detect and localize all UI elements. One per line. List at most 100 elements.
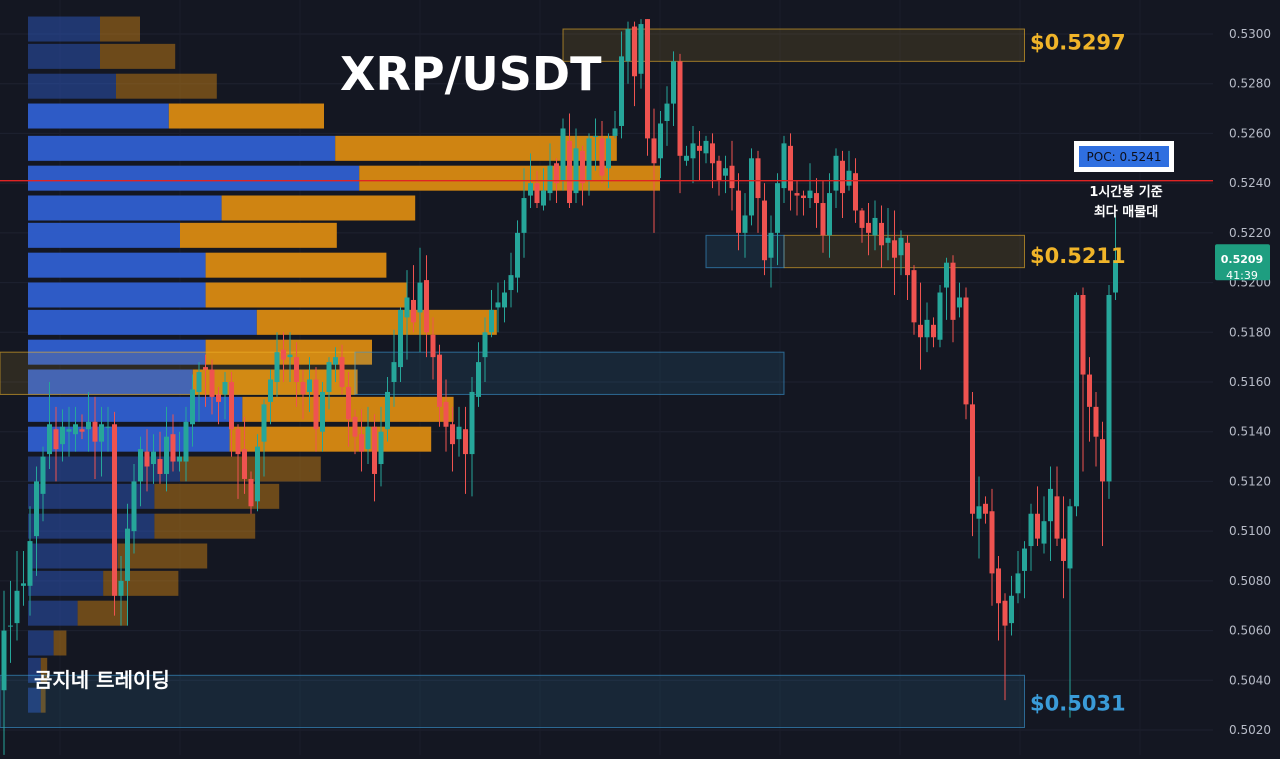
candle-up [320, 391, 325, 432]
volume-profile-buy-bar [28, 570, 104, 596]
candle-up [21, 583, 26, 586]
poc-callout: POC: 0.5241 1시간봉 기준 최다 매물대 [1074, 141, 1174, 220]
price-tick-label: 0.5040 [1229, 673, 1271, 687]
candle-up [14, 590, 20, 624]
candle-up [391, 362, 397, 382]
volume-profile [28, 16, 660, 713]
candle-up [775, 183, 780, 233]
candle-up [671, 61, 676, 104]
candle-down [248, 478, 254, 507]
current-price-timer: 41:39 [1226, 269, 1258, 282]
candle-down [313, 379, 319, 430]
poc-note-line2: 최다 매물대 [1094, 204, 1158, 220]
candle-up [8, 625, 13, 627]
candle-up [287, 354, 293, 358]
candle-up [664, 103, 670, 121]
candle-up [60, 426, 65, 445]
candle-down [372, 426, 377, 474]
candle-down [170, 434, 176, 462]
candle-down [242, 449, 247, 479]
candle-down [1093, 406, 1099, 437]
candle-down [755, 158, 761, 199]
candle-up [138, 449, 143, 482]
candle-up [268, 379, 273, 402]
candle-down [411, 299, 416, 323]
level-price-label: $0.5297 [1030, 30, 1126, 54]
candle-up [333, 357, 338, 365]
candle-up [307, 379, 312, 392]
candle-up [1074, 295, 1079, 507]
candle-down [736, 190, 741, 233]
candle-up [1022, 548, 1027, 571]
candle-up [541, 190, 546, 206]
candle-up [1113, 260, 1118, 293]
resistance-zone [783, 234, 1025, 269]
candle-up [1067, 506, 1073, 569]
candle-up [625, 29, 631, 62]
candle-down [645, 19, 650, 139]
candle-up [274, 352, 280, 382]
volume-profile-sell-bar [53, 630, 67, 656]
candle-up [378, 431, 384, 465]
candle-down [79, 429, 85, 432]
candle-down [801, 195, 806, 199]
candle-down [788, 145, 793, 191]
candle-up [125, 528, 130, 581]
price-tick-label: 0.5080 [1229, 574, 1271, 588]
current-price-badge: 0.5209 41:39 [1215, 244, 1270, 282]
price-tick-label: 0.5180 [1229, 325, 1271, 339]
candle-down [599, 138, 605, 176]
candle-up [222, 382, 228, 395]
candle-up [658, 123, 663, 159]
candle-up [151, 451, 156, 465]
candle-up [690, 143, 696, 159]
volume-profile-buy-bar [28, 43, 100, 69]
candle-down [443, 401, 449, 427]
volume-profile-buy-bar [28, 687, 41, 713]
candle-down [762, 200, 767, 261]
volume-profile-buy-bar [28, 222, 180, 248]
candle-up [476, 362, 481, 397]
price-tick-label: 0.5160 [1229, 375, 1271, 389]
candle-up [742, 215, 748, 233]
candle-down [534, 183, 540, 204]
candle-up [749, 158, 754, 216]
candle-up [502, 292, 507, 308]
candle-down [651, 138, 657, 164]
candle-down [859, 210, 865, 228]
candle-down [794, 193, 800, 196]
price-tick-label: 0.5240 [1229, 176, 1271, 190]
candle-down [203, 367, 208, 370]
candle-down [463, 429, 468, 455]
candle-up [723, 168, 728, 176]
candle-up [489, 309, 494, 333]
candle-up [183, 421, 189, 462]
candle-down [339, 357, 345, 387]
candle-down [963, 297, 969, 405]
volume-profile-sell-bar [256, 309, 497, 335]
candle-down [820, 203, 826, 236]
candle-up [944, 262, 949, 288]
candle-down [229, 382, 234, 430]
price-axis[interactable]: 0.53000.52800.52600.52400.52200.52000.51… [1229, 27, 1271, 737]
candle-down [996, 568, 1001, 604]
candle-up [27, 541, 33, 586]
candle-down [905, 242, 910, 276]
candle-down [697, 145, 702, 151]
price-tick-label: 0.5060 [1229, 624, 1271, 638]
volume-profile-buy-bar [28, 135, 336, 161]
candle-down [632, 26, 637, 77]
candle-up [573, 148, 579, 194]
candle-up [47, 424, 52, 455]
candle-up [885, 237, 891, 243]
candle-down [970, 404, 975, 514]
candle-down [352, 416, 358, 437]
volume-profile-sell-bar [40, 657, 48, 683]
candle-down [235, 429, 241, 455]
candle-down [359, 434, 364, 452]
volume-profile-buy-bar [28, 543, 118, 569]
support-zone [354, 351, 785, 395]
price-tick-label: 0.5120 [1229, 474, 1271, 488]
